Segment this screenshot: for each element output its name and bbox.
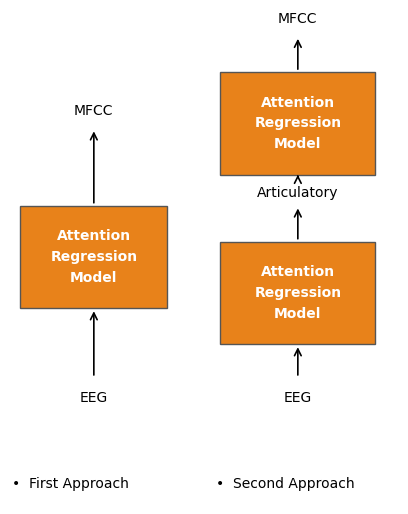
Text: Attention
Regression
Model: Attention Regression Model — [254, 265, 341, 321]
Text: Attention
Regression
Model: Attention Regression Model — [254, 96, 341, 151]
Text: •  First Approach: • First Approach — [12, 477, 129, 491]
FancyBboxPatch shape — [20, 206, 167, 308]
Text: Articulatory: Articulatory — [257, 186, 339, 200]
Text: •  Second Approach: • Second Approach — [216, 477, 355, 491]
Text: MFCC: MFCC — [74, 104, 113, 118]
Text: EEG: EEG — [80, 391, 108, 405]
Text: Attention
Regression
Model: Attention Regression Model — [50, 229, 137, 285]
FancyBboxPatch shape — [220, 242, 375, 344]
Text: MFCC: MFCC — [278, 12, 317, 26]
Text: EEG: EEG — [284, 391, 312, 405]
FancyBboxPatch shape — [220, 72, 375, 175]
